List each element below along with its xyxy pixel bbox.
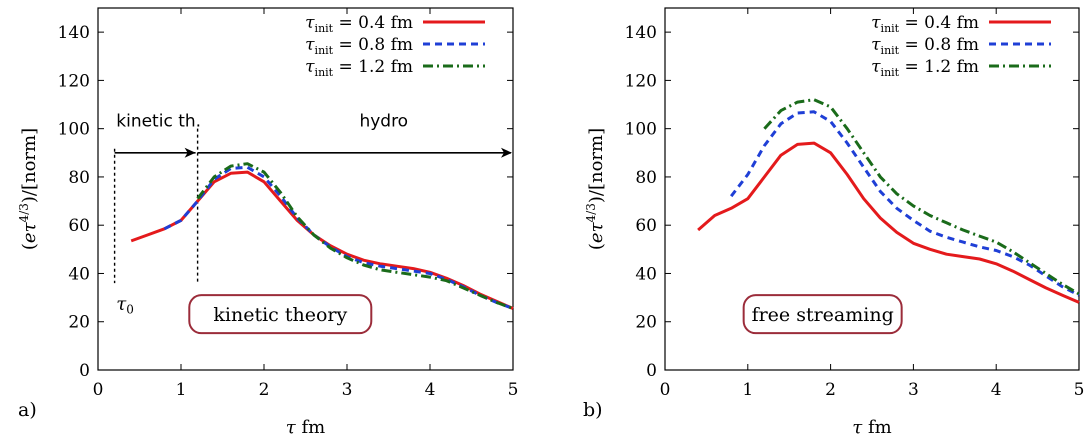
y-tick-label: 40 — [635, 264, 657, 284]
panel-label: a) — [18, 399, 37, 421]
x-tick-label: 2 — [259, 380, 270, 400]
y-tick-label: 0 — [646, 361, 657, 381]
y-tick-label: 60 — [635, 216, 657, 236]
y-axis-label: (eτ4/3)/[norm] — [17, 128, 40, 250]
x-tick-label: 4 — [991, 380, 1002, 400]
kinetic-phase-label: kinetic th. — [116, 111, 201, 131]
x-tick-label: 2 — [825, 380, 836, 400]
x-tick-label: 4 — [425, 380, 436, 400]
y-tick-label: 80 — [68, 168, 90, 188]
legend-label: τinit = 1.2 fm — [871, 57, 979, 79]
plot-frame — [97, 7, 514, 371]
y-tick-label: 20 — [635, 313, 657, 333]
boxed-label-frame — [742, 294, 903, 335]
legend-label: τinit = 1.2 fm — [305, 57, 413, 79]
y-tick-label: 60 — [68, 216, 90, 236]
tau0-label: τ0 — [116, 294, 134, 317]
series-line-2 — [730, 110, 1080, 297]
x-tick-label: 1 — [742, 380, 753, 400]
x-tick-label: 5 — [508, 380, 519, 400]
y-tick-label: 100 — [58, 120, 90, 140]
series-line-3 — [763, 98, 1080, 296]
legend-label: τinit = 0.4 fm — [871, 13, 979, 35]
panel-label: b) — [583, 399, 603, 421]
hydro-arrowhead — [501, 147, 512, 158]
boxed-label-text: free streaming — [752, 304, 894, 326]
x-tick-label: 3 — [342, 380, 353, 400]
y-tick-label: 120 — [625, 71, 657, 91]
x-tick-label: 3 — [908, 380, 919, 400]
series-line-1 — [697, 141, 1080, 304]
legend-label: τinit = 0.4 fm — [305, 13, 413, 35]
y-axis-label: (eτ4/3)/[norm] — [584, 128, 607, 250]
x-axis-label: τ fm — [852, 417, 891, 438]
legend-label: τinit = 0.8 fm — [871, 35, 979, 57]
y-tick-label: 0 — [79, 361, 90, 381]
chart-panel-b: 0 1 2 3 4 5 0 20 40 60 80 100 120 140 τ fm (eτ4/3)/[nor… — [583, 7, 1085, 438]
plot-frame — [664, 7, 1080, 371]
y-tick-label: 120 — [58, 71, 90, 91]
x-tick-label: 0 — [660, 380, 671, 400]
series-line-1 — [130, 170, 514, 310]
y-tick-label: 80 — [635, 168, 657, 188]
y-tick-label: 40 — [68, 264, 90, 284]
y-tick-label: 140 — [625, 23, 657, 43]
x-axis-label: τ fm — [286, 417, 325, 438]
y-tick-label: 100 — [625, 120, 657, 140]
y-tick-label: 20 — [68, 313, 90, 333]
chart-panel-a: 0 1 2 3 4 5 0 20 40 60 80 100 120 140 τ fm (eτ4/3)/[nor… — [17, 7, 519, 438]
boxed-label-text: kinetic theory — [213, 304, 347, 326]
series-line-3 — [196, 162, 514, 310]
kinetic-arrowhead — [184, 147, 196, 158]
legend-label: τinit = 0.8 fm — [305, 35, 413, 57]
x-tick-label: 1 — [176, 380, 187, 400]
y-tick-label: 140 — [58, 23, 90, 43]
boxed-label-frame — [188, 294, 373, 335]
x-tick-label: 5 — [1074, 380, 1085, 400]
x-tick-label: 0 — [93, 380, 104, 400]
series-line-2 — [163, 165, 514, 310]
hydro-phase-label: hydro — [359, 111, 408, 131]
